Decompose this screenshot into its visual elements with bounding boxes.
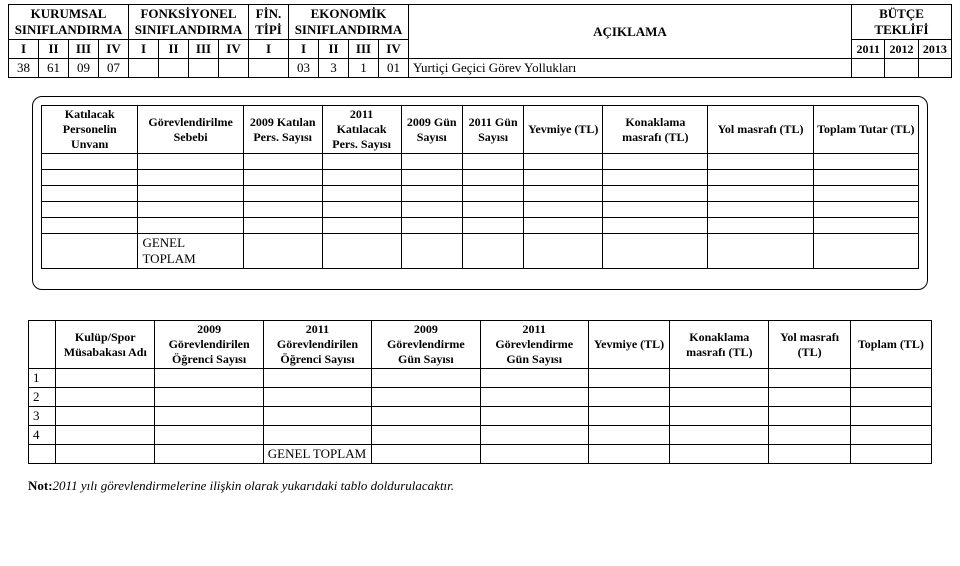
hdr-kurumsal: KURUMSAL SINIFLANDIRMA	[9, 5, 129, 40]
t2-h7: Konaklama masrafı (TL)	[670, 321, 769, 369]
row-num-1: 1	[29, 369, 56, 388]
t2-h4: 2009 Görevlendirme Gün Sayısı	[372, 321, 480, 369]
cell-f1	[129, 59, 159, 78]
second-table-wrap: Kulüp/Spor Müsabakası Adı 2009 Görevlend…	[28, 320, 932, 464]
inner-box: Katılacak Personelin Unvanı Görevlendiri…	[32, 96, 928, 290]
sub-k-ii: II	[39, 40, 69, 59]
table-row	[42, 186, 919, 202]
cell-f4	[219, 59, 249, 78]
t1-h10: Toplam Tutar (TL)	[813, 106, 918, 154]
cell-e1: 03	[289, 59, 319, 78]
cell-b3	[918, 59, 951, 78]
hdr-butce: BÜTÇE TEKLİFİ	[852, 5, 952, 40]
competition-table: Kulüp/Spor Müsabakası Adı 2009 Görevlend…	[28, 320, 932, 464]
t2-h2: 2009 Görevlendirilen Öğrenci Sayısı	[155, 321, 263, 369]
cell-b1	[852, 59, 885, 78]
sub-f-ii: II	[159, 40, 189, 59]
t1-h3: 2009 Katılan Pers. Sayısı	[243, 106, 322, 154]
t2-genel-toplam: GENEL TOPLAM	[263, 445, 371, 464]
t1-h1: Katılacak Personelin Unvanı	[42, 106, 138, 154]
table-row: 4	[29, 426, 932, 445]
note-rest: 2011 yılı görevlendirmelerine ilişkin ol…	[53, 478, 455, 493]
t1-h5: 2009 Gün Sayısı	[401, 106, 462, 154]
year-2011: 2011	[852, 40, 885, 59]
table-row: 3	[29, 407, 932, 426]
sub-e-ii: II	[319, 40, 349, 59]
cell-desc: Yurtiçi Geçici Görev Yollukları	[409, 59, 852, 78]
cell-k3: 09	[69, 59, 99, 78]
t2-h6: Yevmiye (TL)	[588, 321, 669, 369]
cell-f2	[159, 59, 189, 78]
page: KURUMSAL SINIFLANDIRMA FONKSİYONEL SINIF…	[0, 0, 960, 566]
sub-f-iv: IV	[219, 40, 249, 59]
hdr-fin-tipi: FİN. TİPİ	[249, 5, 289, 40]
sub-e-iv: IV	[379, 40, 409, 59]
classification-table: KURUMSAL SINIFLANDIRMA FONKSİYONEL SINIF…	[8, 4, 952, 78]
cell-e2: 3	[319, 59, 349, 78]
cell-fin	[249, 59, 289, 78]
t1-h9: Yol masrafı (TL)	[708, 106, 813, 154]
t2-h9: Toplam (TL)	[850, 321, 931, 369]
table-row: 1	[29, 369, 932, 388]
row-num-2: 2	[29, 388, 56, 407]
table-row: 2	[29, 388, 932, 407]
note-bold: Not:	[28, 478, 53, 493]
table-row-genel: GENEL TOPLAM	[42, 234, 919, 269]
note-line: Not:2011 yılı görevlendirmelerine ilişki…	[28, 478, 952, 494]
hdr-fonksiyonel: FONKSİYONEL SINIFLANDIRMA	[129, 5, 249, 40]
table-row	[42, 170, 919, 186]
t2-h1: Kulüp/Spor Müsabakası Adı	[56, 321, 155, 369]
sub-fin-i: I	[249, 40, 289, 59]
t1-h7: Yevmiye (TL)	[524, 106, 603, 154]
cell-k1: 38	[9, 59, 39, 78]
sub-k-iv: IV	[99, 40, 129, 59]
row-num-4: 4	[29, 426, 56, 445]
year-2013: 2013	[918, 40, 951, 59]
cell-e3: 1	[349, 59, 379, 78]
sub-f-iii: III	[189, 40, 219, 59]
cell-f3	[189, 59, 219, 78]
sub-k-iii: III	[69, 40, 99, 59]
t1-h8: Konaklama masrafı (TL)	[603, 106, 708, 154]
t2-h3: 2011 Görevlendirilen Öğrenci Sayısı	[263, 321, 371, 369]
t1-h4: 2011 Katılacak Pers. Sayısı	[322, 106, 401, 154]
t1-h2: Görevlendirilme Sebebi	[138, 106, 243, 154]
table-row	[42, 218, 919, 234]
t1-genel-toplam: GENEL TOPLAM	[138, 234, 243, 269]
year-2012: 2012	[885, 40, 918, 59]
sub-k-i: I	[9, 40, 39, 59]
cell-k4: 07	[99, 59, 129, 78]
cell-e4: 01	[379, 59, 409, 78]
table-row	[42, 202, 919, 218]
sub-e-i: I	[289, 40, 319, 59]
row-num-3: 3	[29, 407, 56, 426]
cell-b2	[885, 59, 918, 78]
hdr-ekonomik: EKONOMİK SINIFLANDIRMA	[289, 5, 409, 40]
cell-k2: 61	[39, 59, 69, 78]
t1-h6: 2011 Gün Sayısı	[462, 106, 523, 154]
classification-data-row: 38 61 09 07 03 3 1 01 Yurtiçi Geçici Gör…	[9, 59, 952, 78]
personnel-table: Katılacak Personelin Unvanı Görevlendiri…	[41, 105, 919, 269]
table-row-genel: GENEL TOPLAM	[29, 445, 932, 464]
t2-h8: Yol masrafı (TL)	[769, 321, 850, 369]
sub-e-iii: III	[349, 40, 379, 59]
t2-h5: 2011 Görevlendirme Gün Sayısı	[480, 321, 588, 369]
table-row	[42, 154, 919, 170]
sub-f-i: I	[129, 40, 159, 59]
hdr-aciklama: AÇIKLAMA	[409, 5, 852, 59]
